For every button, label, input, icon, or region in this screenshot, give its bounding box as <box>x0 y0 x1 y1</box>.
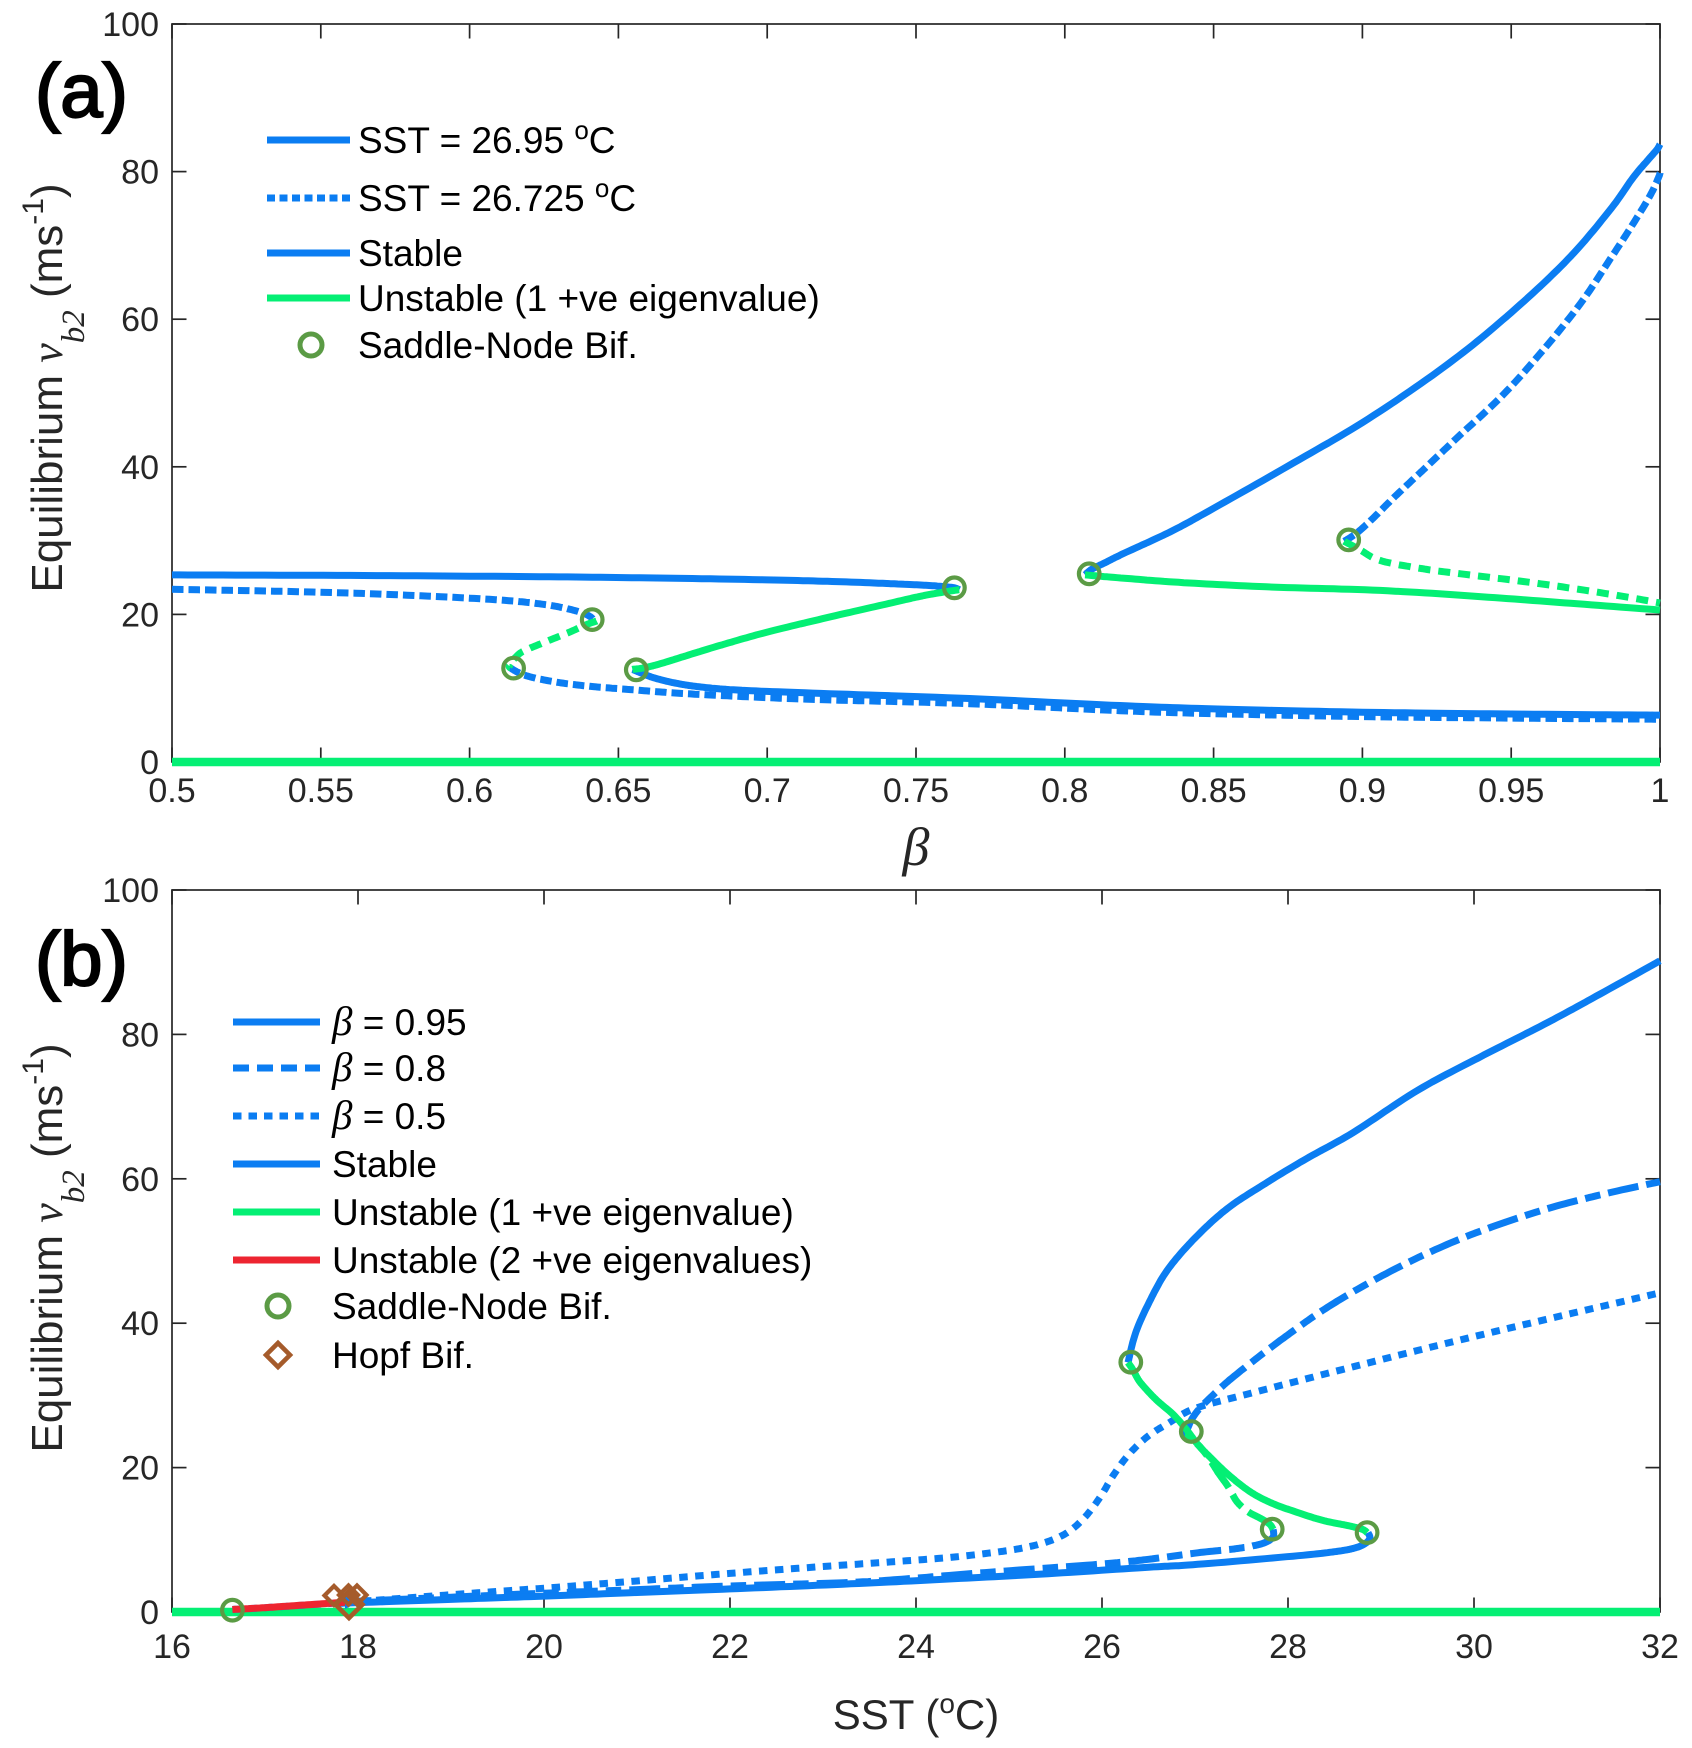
svg-text:Stable: Stable <box>332 1144 437 1185</box>
svg-text:30: 30 <box>1455 1628 1493 1666</box>
svg-text:Saddle-Node Bif.: Saddle-Node Bif. <box>332 1286 612 1327</box>
svg-text:80: 80 <box>121 154 159 192</box>
svg-text:0.9: 0.9 <box>1339 772 1386 810</box>
svg-text:0.6: 0.6 <box>446 772 493 810</box>
svg-text:18: 18 <box>339 1628 377 1666</box>
svg-text:20: 20 <box>525 1628 563 1666</box>
svg-text:SST = 26.725 oC: SST = 26.725 oC <box>358 173 636 219</box>
svg-text:Stable: Stable <box>358 233 463 274</box>
svg-text:26: 26 <box>1083 1628 1121 1666</box>
svg-text:100: 100 <box>102 872 159 910</box>
svg-text:Unstable (2 +ve eigenvalues): Unstable (2 +ve eigenvalues) <box>332 1240 812 1281</box>
svg-text:40: 40 <box>121 449 159 487</box>
svg-text:0.85: 0.85 <box>1181 772 1247 810</box>
svg-text:0: 0 <box>140 744 159 782</box>
svg-text:0: 0 <box>140 1594 159 1632</box>
svg-text:20: 20 <box>121 1450 159 1488</box>
svg-text:32: 32 <box>1641 1628 1679 1666</box>
svg-text:0.65: 0.65 <box>585 772 651 810</box>
svg-text:β = 0.5: β = 0.5 <box>331 1092 446 1138</box>
svg-text:SST (oC): SST (oC) <box>833 1688 1000 1738</box>
svg-text:22: 22 <box>711 1628 749 1666</box>
svg-text:16: 16 <box>153 1628 191 1666</box>
svg-text:24: 24 <box>897 1628 935 1666</box>
svg-text:0.55: 0.55 <box>288 772 354 810</box>
svg-text:Unstable (1 +ve eigenvalue): Unstable (1 +ve eigenvalue) <box>332 1192 794 1233</box>
svg-text:Unstable (1 +ve eigenvalue): Unstable (1 +ve eigenvalue) <box>358 278 820 319</box>
svg-text:0.75: 0.75 <box>883 772 949 810</box>
svg-text:0.95: 0.95 <box>1478 772 1544 810</box>
svg-text:60: 60 <box>121 1161 159 1199</box>
svg-text:20: 20 <box>121 596 159 634</box>
svg-text:Hopf Bif.: Hopf Bif. <box>332 1335 474 1376</box>
svg-text:0.8: 0.8 <box>1041 772 1088 810</box>
svg-text:β = 0.95: β = 0.95 <box>331 998 467 1044</box>
svg-text:β = 0.8: β = 0.8 <box>331 1044 446 1090</box>
svg-text:80: 80 <box>121 1016 159 1054</box>
svg-text:SST = 26.95 oC: SST = 26.95 oC <box>358 115 616 161</box>
svg-text:β: β <box>902 817 930 877</box>
svg-text:Saddle-Node Bif.: Saddle-Node Bif. <box>358 325 638 366</box>
svg-text:0.5: 0.5 <box>148 772 195 810</box>
svg-text:40: 40 <box>121 1305 159 1343</box>
svg-text:0.7: 0.7 <box>744 772 791 810</box>
svg-text:60: 60 <box>121 301 159 339</box>
svg-text:100: 100 <box>102 6 159 44</box>
svg-text:1: 1 <box>1651 772 1670 810</box>
svg-text:(b): (b) <box>35 917 128 1002</box>
svg-text:(a): (a) <box>35 49 128 134</box>
svg-text:28: 28 <box>1269 1628 1307 1666</box>
